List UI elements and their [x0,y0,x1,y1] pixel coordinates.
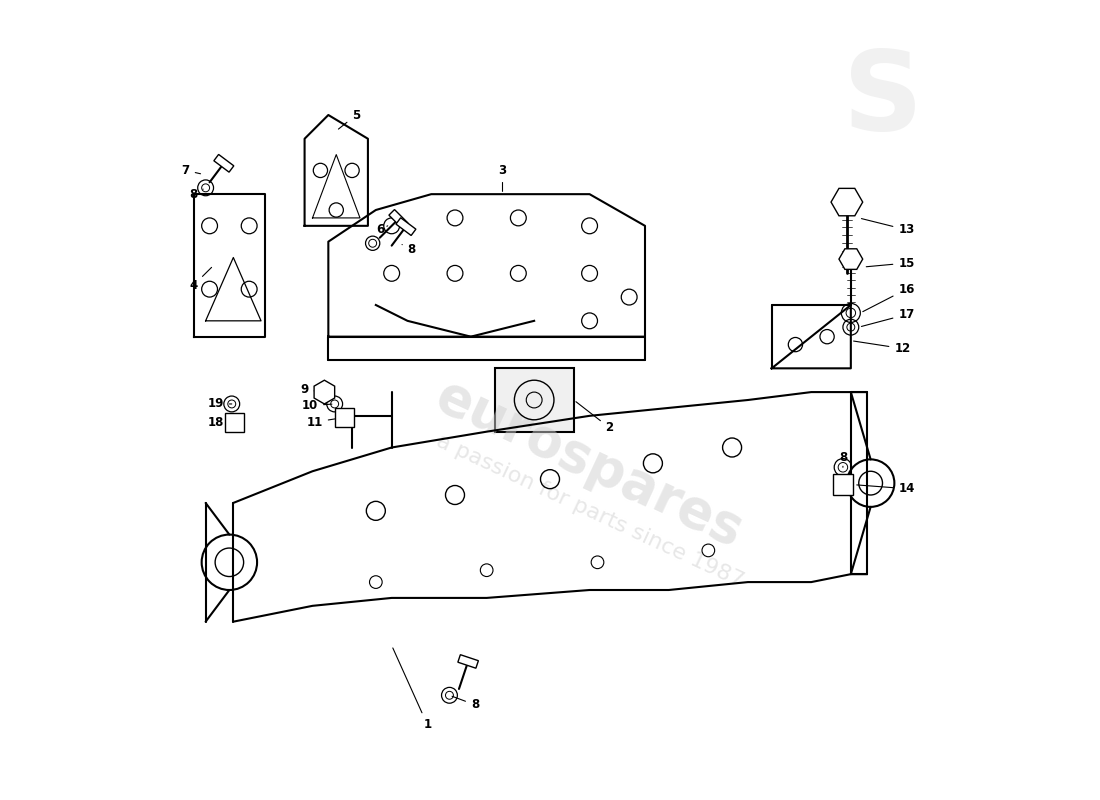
FancyBboxPatch shape [495,368,574,432]
Polygon shape [389,210,408,229]
Text: 16: 16 [862,282,915,312]
Polygon shape [396,218,416,235]
Text: S: S [843,46,923,153]
Text: 13: 13 [861,218,914,236]
Polygon shape [833,474,854,495]
Text: 4: 4 [189,267,211,292]
Text: 8: 8 [189,188,204,201]
Text: 12: 12 [854,341,911,355]
Text: 17: 17 [861,308,914,326]
Text: 7: 7 [182,164,200,177]
Text: 8: 8 [402,243,416,256]
Text: 11: 11 [307,416,341,429]
Polygon shape [458,654,478,668]
Text: 19: 19 [208,398,232,410]
Text: 10: 10 [301,399,332,412]
Text: eurospares: eurospares [428,370,751,558]
Text: 9: 9 [300,383,321,396]
Text: 8: 8 [839,450,847,467]
Polygon shape [213,154,234,172]
Text: 3: 3 [498,164,507,191]
Polygon shape [315,380,334,404]
Text: 14: 14 [857,482,915,495]
Text: 5: 5 [339,109,360,129]
Polygon shape [839,249,862,270]
Polygon shape [334,408,354,427]
Text: a passion for parts since 1987: a passion for parts since 1987 [432,430,747,591]
Text: 2: 2 [576,402,614,434]
Polygon shape [830,188,862,216]
Text: 6: 6 [376,223,387,236]
Text: 8: 8 [452,696,480,711]
Text: 1: 1 [393,648,431,731]
Text: 18: 18 [208,416,231,429]
Polygon shape [224,413,243,432]
Text: 15: 15 [867,257,915,270]
